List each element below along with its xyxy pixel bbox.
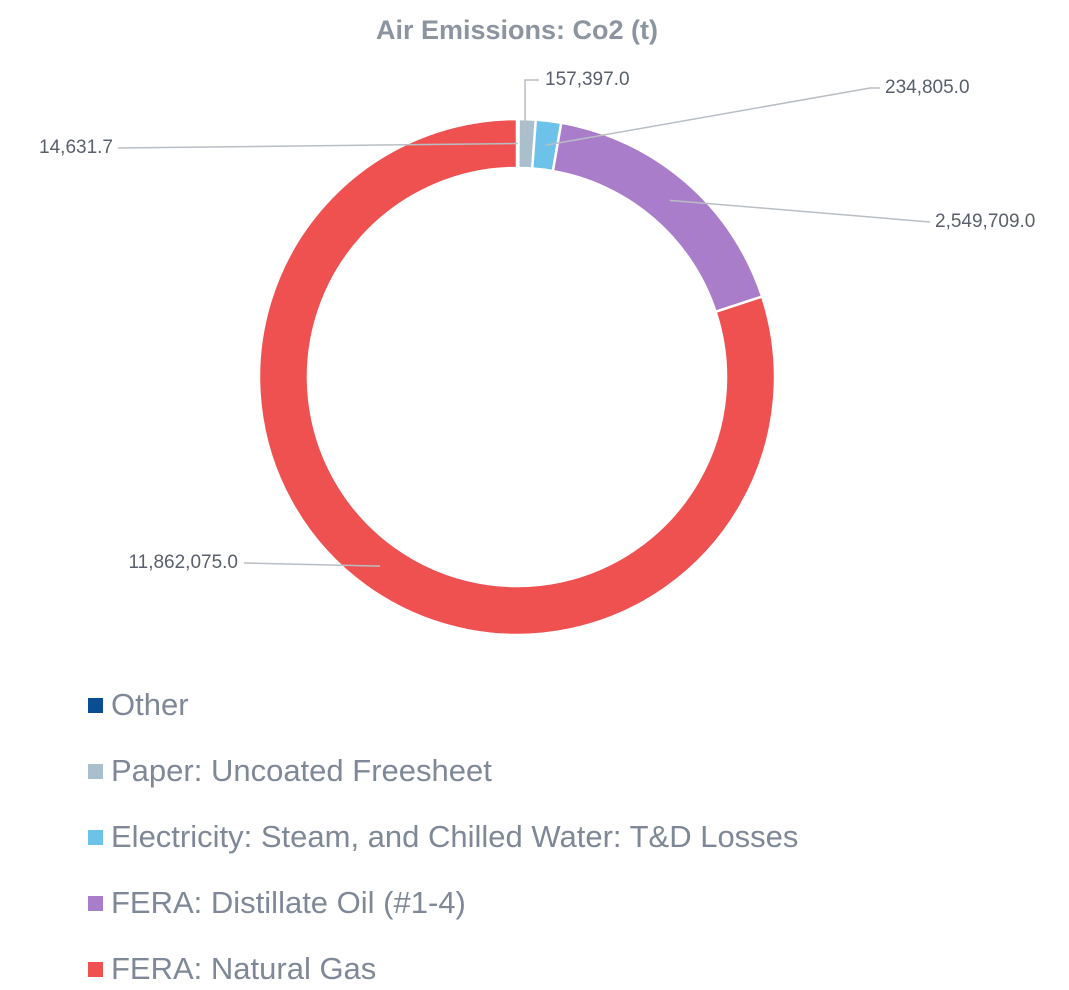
data-label: 2,549,709.0 (935, 211, 1035, 232)
leader-line (524, 79, 539, 136)
donut-slice (257, 117, 777, 637)
donut-slice (551, 121, 764, 314)
data-label: 11,862,075.0 (128, 552, 238, 573)
leader-line (669, 199, 931, 223)
legend-label: FERA: Distillate Oil (#1-4) (111, 885, 466, 920)
legend-label: Electricity: Steam, and Chilled Water: T… (111, 819, 798, 854)
legend-label: Paper: Uncoated Freesheet (111, 753, 492, 788)
leader-line (243, 562, 381, 567)
chart-title: Air Emissions: Co2 (t) (376, 15, 658, 45)
legend-swatch (88, 896, 103, 911)
legend-swatch (88, 962, 103, 977)
leader-line (117, 142, 518, 149)
data-label: 234,805.0 (885, 77, 970, 98)
data-label: 14,631.7 (39, 137, 113, 158)
legend-swatch (88, 764, 103, 779)
legend-label: FERA: Natural Gas (111, 951, 376, 986)
leader-line (545, 87, 880, 146)
legend-label: Other (111, 687, 189, 722)
legend-swatch (88, 830, 103, 845)
legend-swatch (88, 698, 103, 713)
data-label: 157,397.0 (545, 69, 630, 90)
